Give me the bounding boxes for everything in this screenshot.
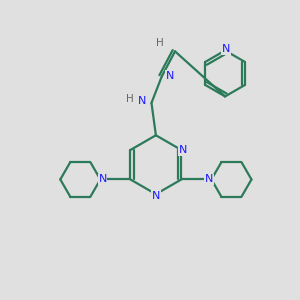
Text: N: N (205, 174, 213, 184)
Text: N: N (166, 71, 174, 81)
Text: N: N (222, 44, 230, 54)
Text: N: N (179, 145, 187, 155)
Text: H: H (156, 38, 164, 48)
Text: H: H (126, 94, 134, 104)
Text: N: N (138, 96, 146, 106)
Text: N: N (152, 190, 160, 201)
Text: N: N (98, 174, 107, 184)
